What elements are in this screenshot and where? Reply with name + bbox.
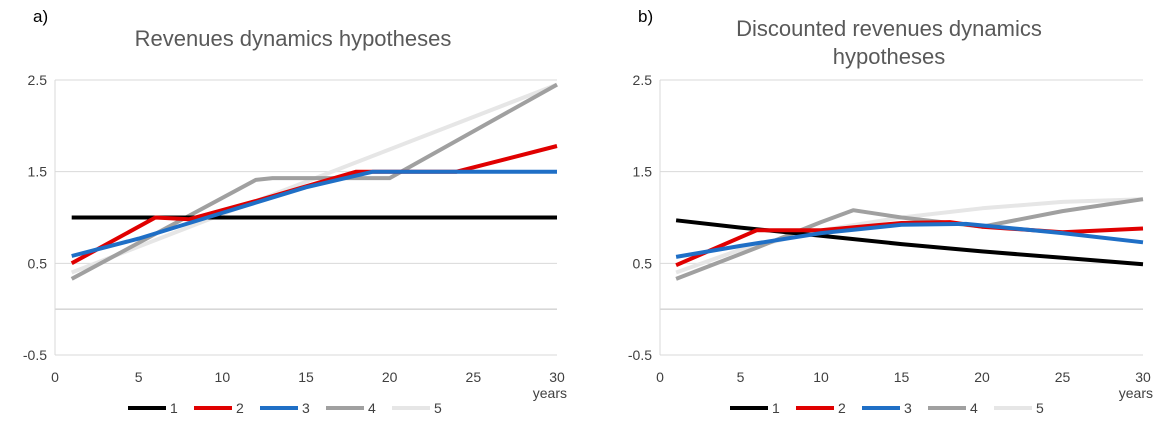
x-tick-label: 0: [51, 369, 59, 385]
legend-label-5: 5: [434, 400, 442, 416]
legend-label-2: 2: [236, 400, 244, 416]
legend-label-4: 4: [970, 400, 978, 416]
legend-label-1: 1: [772, 400, 780, 416]
y-tick-label: 0.5: [28, 255, 48, 271]
y-tick-label: 2.5: [28, 72, 48, 88]
legend-label-5: 5: [1036, 400, 1044, 416]
chart-title: hypotheses: [833, 44, 946, 69]
x-tick-label: 30: [1135, 369, 1151, 385]
panel-letter: b): [638, 7, 653, 26]
series-line-4: [675, 197, 1144, 281]
x-tick-label: 5: [135, 369, 143, 385]
x-tick-label: 10: [215, 369, 231, 385]
x-tick-label: 0: [656, 369, 664, 385]
y-tick-label: -0.5: [23, 347, 47, 363]
y-tick-label: 1.5: [633, 164, 653, 180]
legend-label-2: 2: [838, 400, 846, 416]
y-tick-label: 2.5: [633, 72, 653, 88]
x-tick-label: 20: [974, 369, 990, 385]
y-tick-label: -0.5: [628, 347, 652, 363]
chart-title: Revenues dynamics hypotheses: [135, 26, 452, 51]
legend-label-3: 3: [302, 400, 310, 416]
x-axis-label: years: [533, 385, 567, 401]
legend-label-1: 1: [170, 400, 178, 416]
x-tick-label: 15: [894, 369, 910, 385]
x-tick-label: 5: [737, 369, 745, 385]
series-line-1: [675, 218, 1144, 267]
x-tick-label: 15: [298, 369, 314, 385]
x-tick-label: 30: [549, 369, 565, 385]
series-line-3: [71, 169, 557, 258]
y-tick-label: 1.5: [28, 164, 48, 180]
series-line-3: [675, 221, 1144, 259]
x-axis-label: years: [1119, 385, 1153, 401]
x-tick-label: 25: [1055, 369, 1071, 385]
legend-label-4: 4: [368, 400, 376, 416]
legend-label-3: 3: [904, 400, 912, 416]
chart-title: Discounted revenues dynamics: [736, 16, 1042, 41]
x-tick-label: 20: [382, 369, 398, 385]
series-line-4: [70, 82, 558, 281]
chart-panel-1: a) Revenues dynamics hypotheses -0.5 0.5 1.5…: [23, 7, 567, 416]
x-tick-label: 25: [466, 369, 482, 385]
panel-letter: a): [33, 7, 48, 26]
y-tick-label: 0.5: [633, 255, 653, 271]
chart-panel-2: b) Discounted revenues dynamics hypotheses…: [628, 7, 1153, 416]
x-tick-label: 10: [813, 369, 829, 385]
